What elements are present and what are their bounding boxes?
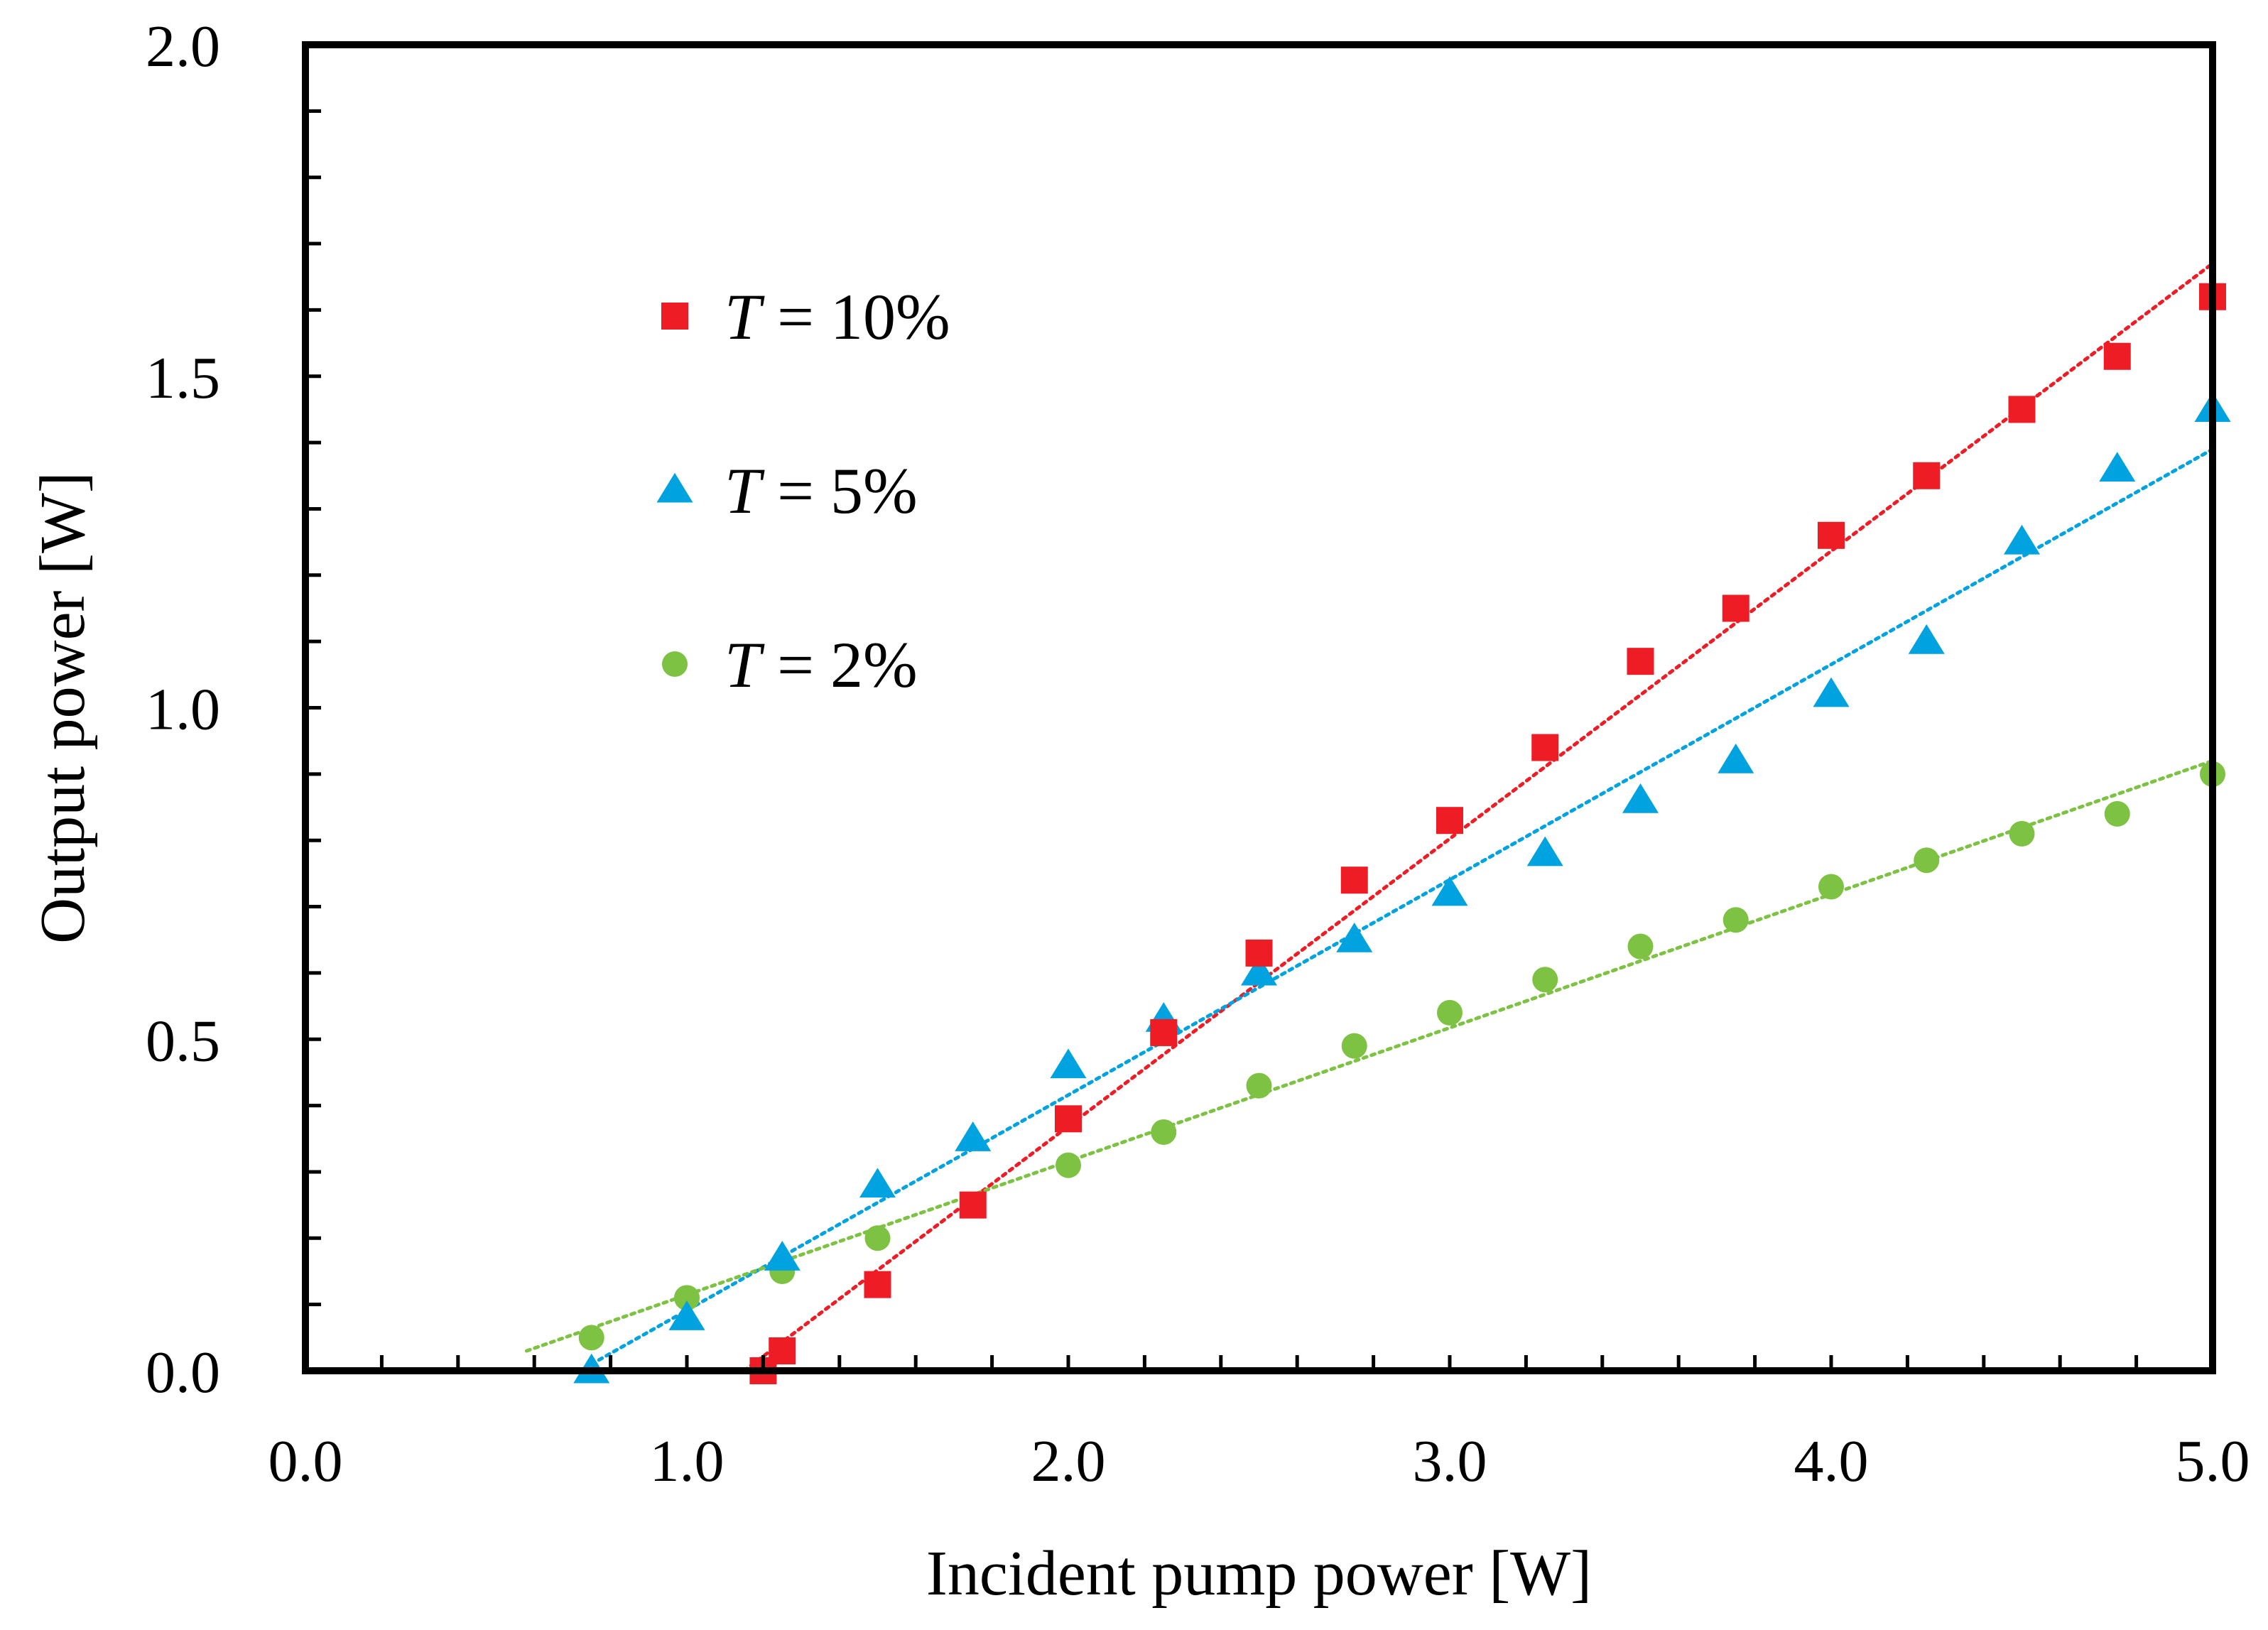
- data-point: [1526, 836, 1563, 866]
- data-point: [1622, 783, 1659, 813]
- data-point: [1436, 807, 1463, 835]
- data-point: [1055, 1105, 1082, 1133]
- data-point: [1336, 922, 1373, 952]
- data-point: [1532, 967, 1558, 993]
- legend-label: T = 10%: [725, 281, 950, 353]
- data-point: [1913, 462, 1941, 489]
- data-point: [1531, 734, 1559, 761]
- x-tick-label: 3.0: [1413, 1428, 1487, 1494]
- legend-marker: [662, 651, 688, 677]
- data-point: [1722, 907, 1749, 933]
- x-axis-title: Incident pump power [W]: [926, 1538, 1592, 1609]
- data-point: [2009, 820, 2035, 847]
- x-tick-label: 5.0: [2176, 1428, 2250, 1494]
- legend-marker: [656, 472, 693, 503]
- data-point: [1245, 939, 1273, 967]
- data-point: [764, 1241, 801, 1271]
- data-point: [1813, 677, 1850, 707]
- data-point: [1050, 1048, 1087, 1079]
- data-point: [864, 1225, 891, 1251]
- y-axis-title: Output power [W]: [28, 472, 98, 944]
- axis-ticks: [305, 109, 2139, 1371]
- x-tick-labels: 0.0 1.0 2.0 3.0 4.0 5.0: [268, 1428, 2250, 1494]
- data-point: [1341, 1033, 1367, 1059]
- y-tick-label: 0.5: [146, 1008, 220, 1074]
- data-point: [1718, 743, 1754, 773]
- data-point: [864, 1271, 891, 1298]
- data-point: [1240, 955, 1278, 986]
- data-point: [859, 1168, 896, 1198]
- data-point: [668, 1300, 705, 1330]
- data-point: [578, 1325, 604, 1351]
- y-tick-labels: 0.0 0.5 1.0 1.5 2.0: [146, 13, 220, 1406]
- data-point: [1340, 866, 1368, 894]
- y-tick-label: 1.0: [146, 677, 220, 743]
- series-square: [749, 283, 2226, 1384]
- data-points: [573, 283, 2231, 1384]
- series-circle: [578, 761, 2225, 1351]
- data-point: [2103, 342, 2131, 370]
- legend: T = 10% T = 5% T = 2%: [656, 281, 950, 701]
- data-point: [2104, 800, 2130, 827]
- fit-line: [524, 759, 2215, 1353]
- fit-line: [742, 261, 2215, 1373]
- data-point: [1627, 648, 1654, 675]
- data-point: [1151, 1119, 1177, 1145]
- data-point: [2008, 396, 2036, 423]
- legend-label: T = 2%: [725, 629, 918, 701]
- data-point: [1150, 1018, 1178, 1046]
- data-point: [1908, 624, 1945, 654]
- data-point: [955, 1121, 992, 1151]
- y-tick-label: 1.5: [146, 345, 220, 411]
- fit-line: [590, 447, 2215, 1367]
- y-tick-label: 0.0: [146, 1340, 220, 1406]
- x-tick-label: 0.0: [268, 1428, 343, 1494]
- legend-marker: [661, 303, 688, 330]
- x-tick-label: 4.0: [1794, 1428, 1869, 1494]
- y-tick-label: 2.0: [146, 13, 220, 80]
- data-point: [1627, 933, 1654, 960]
- data-point: [1818, 521, 1845, 549]
- data-point: [674, 1285, 700, 1311]
- data-point: [1246, 1072, 1272, 1099]
- legend-label: T = 5%: [725, 455, 918, 527]
- data-point: [1437, 999, 1463, 1026]
- data-point: [1818, 874, 1844, 900]
- data-point: [1431, 876, 1468, 906]
- data-point: [2003, 524, 2041, 555]
- x-tick-label: 2.0: [1031, 1428, 1106, 1494]
- data-point: [2099, 452, 2136, 482]
- data-point: [1914, 847, 1940, 874]
- fit-lines: [524, 261, 2215, 1373]
- data-point: [1056, 1152, 1081, 1178]
- data-point: [1722, 594, 1749, 622]
- data-point: [959, 1191, 987, 1219]
- data-point: [769, 1337, 796, 1364]
- x-tick-label: 1.0: [650, 1428, 725, 1494]
